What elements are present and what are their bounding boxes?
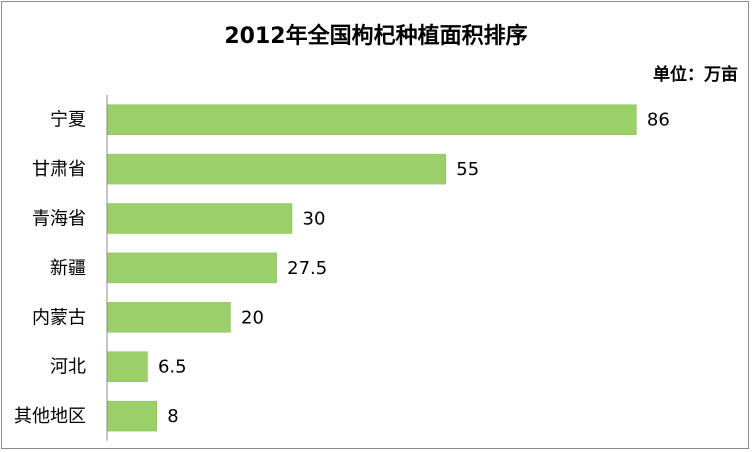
category-label-1: 宁夏 [50,110,86,131]
bars-group [107,104,637,432]
category-label-2: 甘肃省 [32,159,86,180]
category-label-7: 其他地区 [14,406,86,427]
chart-title: 2012年全国枸杞种植面积排序 [224,24,528,49]
category-label-6: 河北 [50,357,86,378]
bar-2 [107,153,446,185]
bar-1 [107,104,637,135]
value-label-2: 55 [456,159,479,180]
category-label-3: 青海省 [32,209,86,230]
bar-3 [107,203,293,234]
value-label-3: 30 [303,209,326,230]
value-label-4: 27.5 [287,258,327,279]
value-label-1: 86 [647,110,670,131]
value-label-7: 8 [167,406,178,427]
labels-group: 宁夏 86 甘肃省 55 青海省 30 新疆 27.5 内蒙古 20 河北 6.5 其他地区 8 [14,110,670,427]
bar-7 [107,400,157,432]
category-label-4: 新疆 [50,258,86,279]
unit-label: 单位：万亩 [653,65,738,85]
bar-5 [107,302,231,333]
bar-6 [107,351,148,382]
bar-4 [107,252,277,284]
category-label-5: 内蒙古 [32,307,86,328]
value-label-5: 20 [241,307,264,328]
value-label-6: 6.5 [158,357,187,378]
